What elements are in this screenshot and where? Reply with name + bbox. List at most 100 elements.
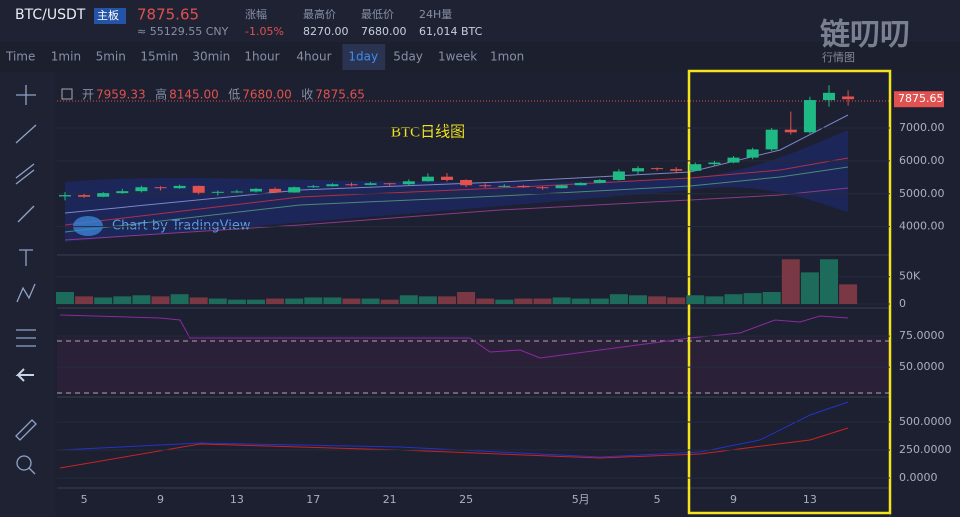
candle-body [59,195,71,197]
volume-bar [590,298,609,304]
candle-body [670,169,683,171]
candle-body [612,171,625,180]
header-bg [0,0,960,42]
volume-bar [762,292,781,304]
interval-button[interactable]: 4hour [296,50,331,64]
price: 7875.65 [137,6,199,24]
candle-body [288,187,301,193]
volume-bar [418,296,437,304]
x-tick-label: 9 [730,493,737,506]
stat-label: 24H量 [419,8,452,21]
volume-bar [304,297,323,304]
candle-body [441,176,453,180]
x-tick-label: 25 [459,493,473,506]
volume-bar [399,295,418,304]
interval-button[interactable]: 5min [96,50,126,64]
volume-bar [609,294,628,304]
candle-body [746,149,759,158]
candle-body [727,157,740,163]
candle-body [192,185,205,193]
interval-button[interactable]: 30min [192,50,230,64]
interval-button[interactable]: 1day [348,50,378,64]
stat-value: 7680.00 [361,25,407,38]
y-tick-label: 5000.00 [899,187,945,200]
volume-bar [457,292,476,304]
candle-body [823,92,835,101]
logo-sub: 行情图 [822,51,855,64]
badge: 主板 [97,8,119,22]
y-tick-label: 500.0000 [899,415,952,428]
logo: 链叨叨 [820,18,910,53]
volume-bar [705,296,724,304]
rsi-line [59,314,849,359]
volume-bar [571,298,590,304]
volume-bar [285,298,304,304]
y-tick-label: 0.0000 [899,471,938,484]
candle-body [269,188,282,193]
volume-bar [476,298,495,304]
candle-body [383,183,396,185]
y-tick-label: 50.0000 [899,360,945,373]
volume-bar [820,259,838,304]
interval-button[interactable]: 1week [438,50,477,64]
volume-bar [839,284,858,304]
candle-body [364,183,377,185]
interval-active-bg [342,44,386,70]
interval-button[interactable]: 15min [140,50,178,64]
candle-body [593,179,606,183]
stat-label: 最高价 [303,7,336,21]
volume-bar [438,296,456,304]
badge-bg [94,8,126,24]
x-tick-label: 9 [157,493,164,506]
candle-body [536,187,549,189]
last-price-label: 7875.65 [898,92,944,105]
candle-body [230,191,243,193]
ohlc-value: 7959.33 [96,88,146,102]
candle-body [498,185,511,187]
candle-body [250,188,262,192]
interval-button[interactable]: 1hour [244,50,279,64]
stat-value: 61,014 BTC [419,25,483,38]
x-tick-label: 21 [383,493,397,506]
toolbar-bg [0,42,960,72]
volume-bar [361,298,380,304]
last-price-bg [894,91,944,108]
ma-line [64,157,849,226]
volume-bar [151,296,170,304]
watermark: Chart by TradingView [112,219,251,234]
volume-bar [629,295,647,304]
interval-button[interactable]: 1min [51,50,81,64]
candle-body [78,195,91,197]
volume-bar [743,293,762,304]
stat-value: -1.05% [245,25,284,38]
candle-body [116,191,129,194]
candle-body [651,168,664,170]
candle-body [479,185,492,187]
ohlc-label: 高 [155,87,167,102]
candle-body [803,100,816,133]
volume-bar [380,299,399,304]
candle-body [574,182,587,186]
rsi-band [57,338,890,394]
candle-body [345,184,358,186]
stat-value: 8270.00 [303,25,349,38]
x-tick-label: 17 [306,493,320,506]
volume-bar [266,298,285,304]
candle-body [708,162,721,165]
candle-body [842,96,855,100]
volume-bar [227,299,246,304]
y-tick-label: 4000.00 [899,220,945,233]
ohlc-value: 8145.00 [169,88,219,102]
interval-button[interactable]: 1mon [490,50,524,64]
interval-button[interactable]: Time [5,50,35,64]
candle-body [421,176,434,182]
ohlc-value: 7875.65 [315,88,365,102]
collapse-icon[interactable] [61,88,73,100]
volume-bar [247,299,265,304]
annotation: BTC日线图 [391,123,465,140]
candle-body [402,181,415,185]
volume-bar [495,299,514,304]
volume-bar [686,295,705,304]
interval-button[interactable]: 5day [393,50,423,64]
